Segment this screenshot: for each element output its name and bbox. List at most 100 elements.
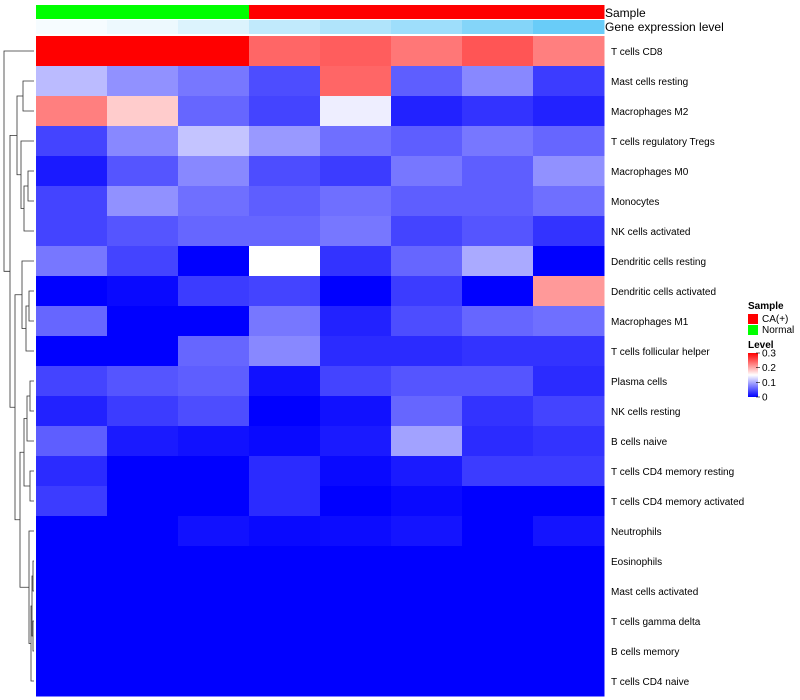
heatmap-cell xyxy=(391,666,463,697)
heatmap-cell xyxy=(320,126,392,157)
heatmap-cell xyxy=(391,156,463,187)
heatmap-cell xyxy=(107,426,179,457)
heatmap-cell xyxy=(462,96,534,127)
heatmap-cell xyxy=(107,546,179,577)
row-label: Macrophages M0 xyxy=(611,167,689,178)
dendrogram-branch xyxy=(32,560,34,592)
row-label: T cells CD8 xyxy=(611,47,663,58)
heatmap-cell xyxy=(107,336,179,367)
heatmap-cell xyxy=(107,516,179,547)
dendrogram-branch xyxy=(26,395,34,442)
heatmap-cell xyxy=(462,516,534,547)
heatmap-cell xyxy=(249,666,321,697)
sample-annotation-label: Sample xyxy=(605,6,646,20)
heatmap-cell xyxy=(36,276,108,307)
dendrogram-branch xyxy=(21,260,34,329)
column-annotations xyxy=(36,5,605,34)
heatmap-cell xyxy=(36,426,108,457)
gene-expression-annotation-cell xyxy=(391,20,463,34)
heatmap-cell xyxy=(178,486,250,517)
heatmap-cell xyxy=(320,276,392,307)
legend-sample-title: Sample xyxy=(748,301,784,312)
legend-level-title: Level xyxy=(748,340,774,351)
heatmap-cell xyxy=(462,636,534,667)
gene-expression-annotation-cell xyxy=(107,20,179,34)
heatmap-cell xyxy=(533,366,605,397)
heatmap-cell xyxy=(391,36,463,67)
heatmap-cell xyxy=(462,216,534,247)
dendrogram-branch xyxy=(29,380,34,412)
heatmap-cell xyxy=(36,96,108,127)
heatmap-cell xyxy=(462,366,534,397)
dendrogram-branch xyxy=(3,50,34,272)
heatmap-cell xyxy=(320,186,392,217)
heatmap-cell xyxy=(36,66,108,97)
row-label: Plasma cells xyxy=(611,377,667,388)
heatmap-cell xyxy=(36,576,108,607)
heatmap-cell xyxy=(178,36,250,67)
heatmap-cell xyxy=(178,636,250,667)
dendrogram-branch xyxy=(22,80,34,112)
heatmap-cell xyxy=(107,186,179,217)
sample-annotation-cell xyxy=(391,5,463,19)
heatmap-cell xyxy=(391,456,463,487)
heatmap-cell xyxy=(533,486,605,517)
heatmap-cell xyxy=(36,156,108,187)
heatmap-cell xyxy=(249,306,321,337)
heatmap-cell xyxy=(249,156,321,187)
heatmap-cell xyxy=(462,426,534,457)
heatmap-cell xyxy=(249,396,321,427)
heatmap-cell xyxy=(391,276,463,307)
gene-expression-annotation-cell xyxy=(533,20,605,34)
dendrogram-branch xyxy=(20,140,34,209)
heatmap-cell xyxy=(462,456,534,487)
row-label: Macrophages M1 xyxy=(611,317,689,328)
row-label: T cells CD4 memory activated xyxy=(611,497,744,508)
heatmap-cell xyxy=(462,576,534,607)
dendrogram-branch xyxy=(27,170,34,202)
heatmap-cell xyxy=(320,66,392,97)
heatmap-cell xyxy=(107,576,179,607)
heatmap-cell xyxy=(249,216,321,247)
row-label: Monocytes xyxy=(611,197,659,208)
heatmap-cell xyxy=(249,366,321,397)
heatmap-cell xyxy=(249,606,321,637)
row-label: Dendritic cells activated xyxy=(611,287,716,298)
heatmap-cell xyxy=(533,606,605,637)
gene-expression-annotation-cell xyxy=(462,20,534,34)
dendrogram-branch xyxy=(14,294,22,521)
heatmap-cell xyxy=(249,456,321,487)
heatmap-cell xyxy=(36,306,108,337)
heatmap-cell xyxy=(107,156,179,187)
heatmap-cell xyxy=(462,186,534,217)
heatmap-cell xyxy=(462,276,534,307)
heatmap-cell xyxy=(249,486,321,517)
heatmap-cell xyxy=(36,456,108,487)
row-label: Eosinophils xyxy=(611,557,662,568)
heatmap-cell xyxy=(178,366,250,397)
row-label: Mast cells activated xyxy=(611,587,698,598)
heatmap-cell xyxy=(178,276,250,307)
heatmap-cell xyxy=(36,186,108,217)
heatmap-cell xyxy=(178,606,250,637)
heatmap-cell xyxy=(36,216,108,247)
legend-level-tick-label: 0.2 xyxy=(762,363,776,374)
row-label: NK cells resting xyxy=(611,407,680,418)
heatmap-cell xyxy=(36,666,108,697)
heatmap-cell xyxy=(320,426,392,457)
heatmap-cell xyxy=(533,276,605,307)
heatmap-cell xyxy=(178,336,250,367)
heatmap-cell xyxy=(320,156,392,187)
heatmap-cell xyxy=(249,96,321,127)
heatmap-cell xyxy=(533,246,605,277)
row-label: B cells memory xyxy=(611,647,679,658)
heatmap-cell xyxy=(107,636,179,667)
heatmap-cell xyxy=(391,216,463,247)
heatmap-cell xyxy=(107,456,179,487)
heatmap-cell xyxy=(36,246,108,277)
heatmap-cell xyxy=(391,486,463,517)
heatmap-cell xyxy=(36,36,108,67)
heatmap-cell xyxy=(391,426,463,457)
row-labels: T cells CD8 Mast cells resting Macrophages… xyxy=(611,47,744,688)
